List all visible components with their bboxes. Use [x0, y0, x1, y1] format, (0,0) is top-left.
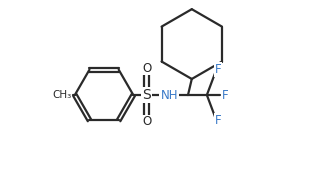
Text: O: O [142, 62, 151, 74]
Text: F: F [215, 63, 222, 76]
Text: F: F [221, 89, 228, 101]
Text: S: S [142, 88, 151, 102]
Text: CH₃: CH₃ [52, 90, 72, 100]
Text: O: O [142, 116, 151, 128]
Text: F: F [215, 114, 222, 127]
Text: NH: NH [160, 89, 178, 101]
